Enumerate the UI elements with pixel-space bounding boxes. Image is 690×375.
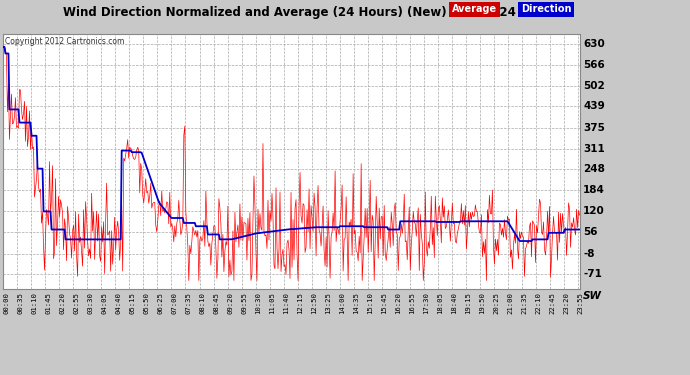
Text: Average: Average [452, 4, 497, 14]
Text: 15:10: 15:10 [368, 292, 373, 314]
Text: Wind Direction Normalized and Average (24 Hours) (New) 20120724: Wind Direction Normalized and Average (2… [63, 6, 516, 19]
Text: 311: 311 [583, 144, 605, 154]
Text: 18:05: 18:05 [437, 292, 444, 314]
Text: 23:55: 23:55 [578, 292, 584, 314]
Text: 12:50: 12:50 [311, 292, 317, 314]
Text: 56: 56 [583, 228, 598, 237]
Text: 19:50: 19:50 [480, 292, 486, 314]
Text: 566: 566 [583, 60, 605, 70]
Text: 16:55: 16:55 [410, 292, 415, 314]
Text: 18:40: 18:40 [451, 292, 457, 314]
Text: 00:35: 00:35 [17, 292, 23, 314]
Text: 05:50: 05:50 [144, 292, 150, 314]
Text: 08:10: 08:10 [199, 292, 206, 314]
Text: 120: 120 [583, 206, 605, 216]
Text: 21:00: 21:00 [508, 292, 513, 314]
Text: Copyright 2012 Cartronics.com: Copyright 2012 Cartronics.com [5, 38, 124, 46]
Text: 07:35: 07:35 [186, 292, 192, 314]
Text: 07:00: 07:00 [172, 292, 177, 314]
Text: 04:40: 04:40 [115, 292, 121, 314]
Text: 13:25: 13:25 [326, 292, 331, 314]
Text: 21:35: 21:35 [522, 292, 528, 314]
Text: 23:20: 23:20 [564, 292, 570, 314]
Text: 14:35: 14:35 [353, 292, 359, 314]
Text: 439: 439 [583, 102, 605, 111]
Text: 10:30: 10:30 [255, 292, 262, 314]
Text: 01:10: 01:10 [32, 292, 37, 314]
Text: 502: 502 [583, 81, 605, 91]
Text: 09:55: 09:55 [241, 292, 248, 314]
Text: 15:45: 15:45 [382, 292, 388, 314]
Text: 02:20: 02:20 [59, 292, 66, 314]
Text: 375: 375 [583, 123, 605, 132]
Text: 20:25: 20:25 [493, 292, 500, 314]
Text: 04:05: 04:05 [101, 292, 108, 314]
Text: 05:15: 05:15 [130, 292, 135, 314]
Text: 00:00: 00:00 [3, 292, 10, 314]
Text: 248: 248 [583, 164, 605, 174]
Text: 11:05: 11:05 [270, 292, 275, 314]
Text: 09:20: 09:20 [228, 292, 233, 314]
Text: 22:10: 22:10 [535, 292, 542, 314]
Text: 08:45: 08:45 [213, 292, 219, 314]
Text: 03:30: 03:30 [88, 292, 93, 314]
Text: 22:45: 22:45 [550, 292, 555, 314]
Text: 06:25: 06:25 [157, 292, 164, 314]
Text: 184: 184 [583, 185, 605, 195]
Text: 14:00: 14:00 [339, 292, 346, 314]
Text: 12:15: 12:15 [297, 292, 304, 314]
Text: 16:20: 16:20 [395, 292, 402, 314]
Text: 19:15: 19:15 [466, 292, 471, 314]
Text: 02:55: 02:55 [73, 292, 79, 314]
Text: 11:40: 11:40 [284, 292, 290, 314]
Text: 17:30: 17:30 [424, 292, 430, 314]
Text: Direction: Direction [521, 4, 571, 14]
Text: 01:45: 01:45 [46, 292, 52, 314]
Text: -71: -71 [583, 269, 602, 279]
Text: 630: 630 [583, 39, 605, 49]
Text: SW: SW [583, 291, 602, 300]
Text: -8: -8 [583, 249, 595, 258]
